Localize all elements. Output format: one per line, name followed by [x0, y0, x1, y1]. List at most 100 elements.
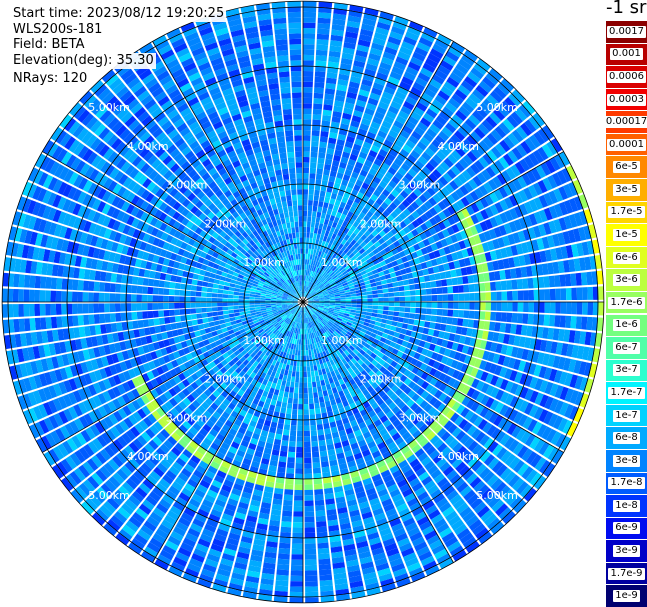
range-gate-cell [283, 335, 288, 342]
range-gate-cell [309, 254, 313, 260]
range-gate-cell [333, 105, 343, 113]
range-gate-cell [308, 281, 312, 288]
range-gate-cell [473, 127, 486, 139]
range-gate-cell [273, 389, 280, 396]
range-gate-cell [450, 412, 460, 423]
range-gate-cell [303, 403, 309, 410]
range-gate-cell [332, 18, 346, 26]
range-gate-cell [177, 381, 186, 391]
range-gate-cell [482, 76, 496, 89]
range-gate-cell [415, 396, 425, 406]
range-gate-cell [346, 20, 361, 29]
range-gate-cell [542, 177, 553, 191]
range-gate-cell [379, 493, 391, 503]
range-gate-cell [523, 201, 534, 214]
range-gate-cell [306, 226, 311, 233]
range-gate-cell [115, 533, 130, 546]
range-gate-cell [290, 321, 295, 327]
range-gate-cell [573, 330, 581, 344]
range-gate-cell [208, 393, 217, 402]
range-gate-cell [311, 265, 315, 272]
range-gate-cell [332, 204, 339, 212]
range-gate-cell [200, 302, 207, 308]
range-gate-cell [438, 110, 451, 122]
range-gate-cell [336, 256, 343, 262]
range-gate-cell [303, 285, 305, 292]
range-gate-cell [195, 302, 202, 308]
range-gate-cell [499, 366, 508, 378]
range-gate-cell [417, 270, 424, 277]
range-gate-cell [354, 429, 363, 438]
range-gate-cell [331, 29, 344, 37]
range-gate-cell [381, 498, 393, 508]
range-gate-cell [165, 323, 172, 332]
range-gate-cell [437, 64, 451, 76]
range-gate-cell [276, 305, 282, 308]
range-gate-cell [348, 504, 359, 512]
range-gate-cell [275, 315, 281, 320]
range-gate-cell [303, 291, 305, 297]
range-gate-cell [145, 381, 155, 391]
range-gate-cell [355, 310, 362, 314]
range-gate-cell [353, 452, 363, 461]
range-gate-cell [370, 282, 377, 287]
range-gate-cell [417, 409, 427, 419]
range-gate-cell [246, 316, 252, 321]
range-gate-cell [414, 46, 429, 57]
range-gate-cell [317, 274, 322, 281]
range-gate-cell [321, 279, 327, 284]
range-gate-cell [379, 347, 387, 355]
range-gate-cell [527, 313, 534, 325]
range-gate-cell [475, 392, 485, 403]
range-gate-cell [221, 327, 228, 333]
range-gate-cell [425, 260, 433, 268]
range-gate-cell [212, 538, 225, 548]
range-gate-cell [304, 291, 307, 297]
range-gate-cell [380, 96, 392, 106]
range-gate-cell [300, 307, 303, 313]
range-gate-cell [377, 341, 385, 348]
range-gate-cell [175, 551, 190, 563]
range-gate-cell [334, 296, 341, 299]
range-gate-cell [568, 259, 576, 272]
range-gate-cell [348, 414, 356, 423]
range-gate-cell [528, 404, 539, 418]
range-gate-cell [420, 247, 429, 255]
range-gate-cell [357, 392, 365, 400]
range-gate-cell [295, 468, 303, 474]
range-gate-cell [217, 344, 224, 351]
range-gate-cell [66, 352, 75, 365]
range-gate-cell [252, 432, 260, 440]
range-gate-cell [354, 412, 362, 420]
range-gate-cell [308, 392, 314, 399]
range-gate-cell [303, 87, 313, 93]
range-gate-cell [420, 117, 432, 128]
range-gate-cell [287, 304, 293, 307]
range-gate-cell [297, 312, 300, 318]
range-gate-cell [476, 329, 484, 339]
range-gate-cell [321, 207, 328, 214]
range-gate-cell [410, 251, 419, 259]
range-gate-cell [405, 329, 412, 337]
range-gate-cell [320, 185, 327, 192]
range-gate-cell [238, 501, 249, 510]
range-gate-cell [281, 521, 292, 528]
range-gate-cell [478, 273, 485, 283]
range-gate-cell [117, 331, 125, 342]
range-gate-cell [307, 328, 310, 334]
range-gate-cell [425, 162, 436, 172]
range-gate-cell [341, 52, 354, 60]
range-gate-cell [149, 326, 156, 335]
range-gate-cell [572, 228, 582, 242]
range-gate-cell [58, 410, 69, 424]
range-gate-cell [420, 222, 429, 232]
range-gate-cell [432, 154, 443, 165]
range-gate-cell [278, 310, 284, 315]
range-gate-cell [420, 381, 430, 390]
range-gate-cell [397, 280, 404, 287]
range-gate-cell [361, 118, 371, 126]
range-gate-cell [356, 238, 364, 245]
range-gate-cell [143, 416, 153, 428]
range-gate-cell [306, 280, 309, 287]
range-gate-cell [229, 353, 237, 360]
